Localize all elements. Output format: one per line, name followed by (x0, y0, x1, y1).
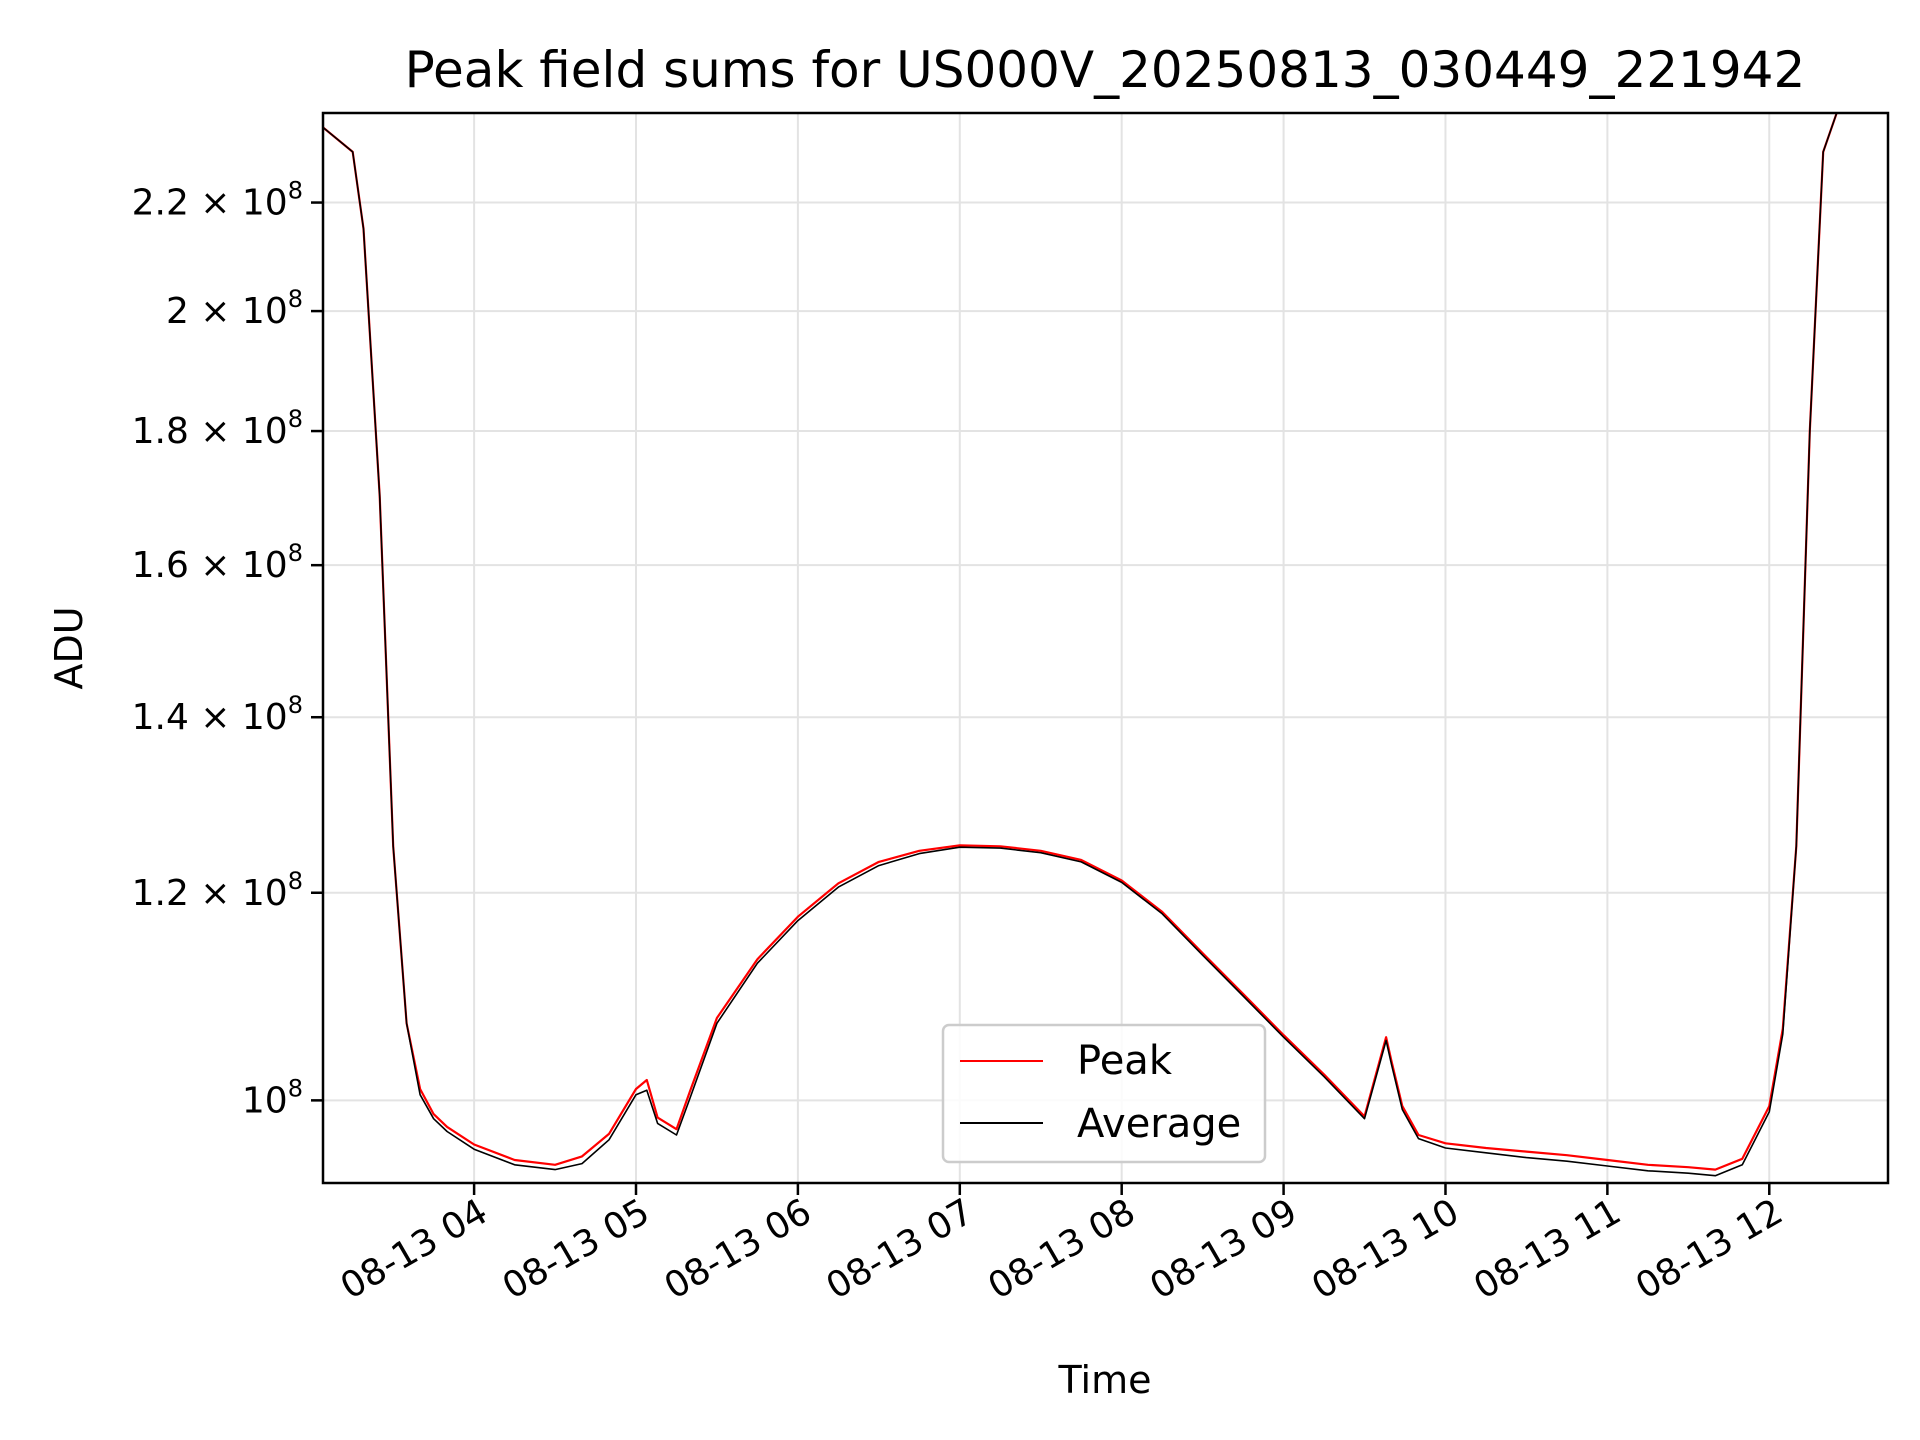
x-tick-label: 08-13 07 (820, 1191, 981, 1307)
legend-label-average: Average (1077, 1101, 1241, 1147)
plot-frame (321, 111, 1890, 1185)
plot-series (322, 112, 1838, 1177)
x-axis-label: Time (1058, 1358, 1152, 1402)
x-tick-label: 08-13 11 (1467, 1191, 1628, 1307)
series-line-average (322, 112, 1838, 1177)
y-axis-ticks: 108 1.2 × 108 1.4 × 108 1.6 × 108 1.8 × 108 2… (132, 177, 323, 1121)
series-line-peak (322, 112, 1838, 1171)
y-tick-label: 2 × 108 (166, 285, 303, 332)
x-tick-label: 08-13 08 (982, 1191, 1143, 1307)
y-tick-label: 2.2 × 108 (132, 177, 303, 224)
x-tick-label: 08-13 04 (334, 1191, 495, 1307)
y-tick-label: 1.8 × 108 (132, 405, 303, 452)
legend: Peak Average (941, 1023, 1267, 1164)
y-tick-label: 108 (242, 1074, 303, 1121)
legend-box (941, 1023, 1267, 1164)
x-tick-label: 08-13 10 (1305, 1191, 1466, 1307)
x-tick-label: 08-13 09 (1143, 1191, 1304, 1307)
x-tick-label: 08-13 05 (496, 1191, 657, 1307)
legend-label-peak: Peak (1077, 1038, 1173, 1084)
x-tick-label: 08-13 06 (658, 1191, 819, 1307)
y-tick-label: 1.4 × 108 (132, 691, 303, 738)
y-tick-label: 1.6 × 108 (132, 539, 303, 586)
x-axis-ticks: 08-13 04 08-13 05 08-13 06 08-13 07 08-13 08… (334, 1183, 1790, 1308)
gridlines (323, 113, 1888, 1183)
y-axis-label: ADU (47, 606, 91, 689)
chart-title: Peak field sums for US000V_20250813_0304… (405, 41, 1806, 99)
y-tick-label: 1.2 × 108 (132, 867, 303, 914)
x-tick-label: 08-13 12 (1629, 1191, 1790, 1307)
